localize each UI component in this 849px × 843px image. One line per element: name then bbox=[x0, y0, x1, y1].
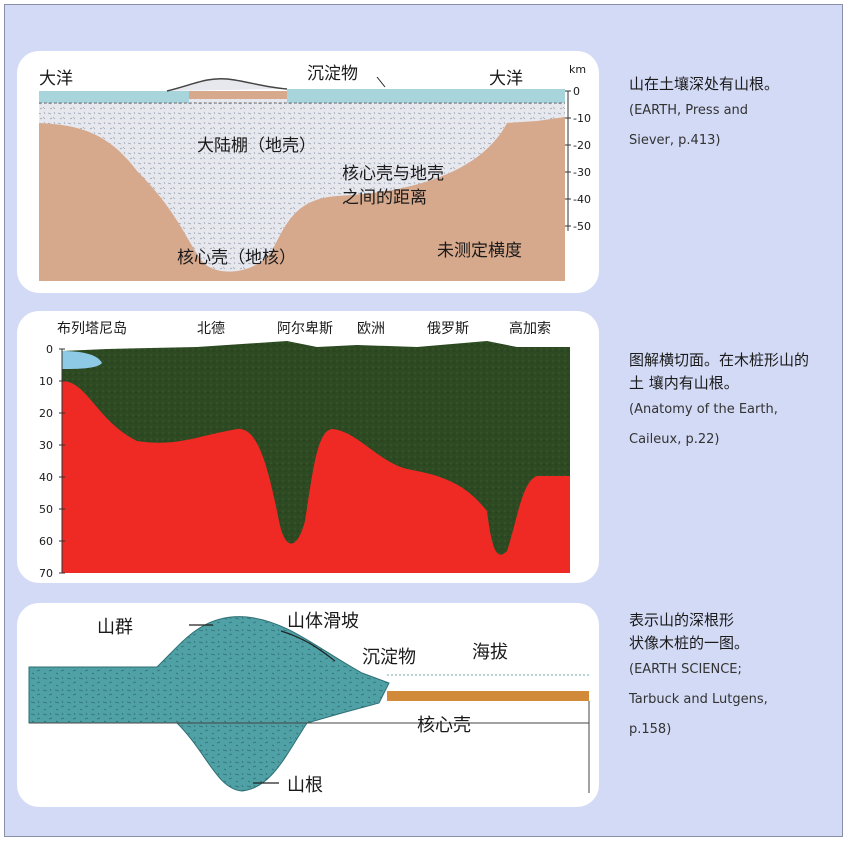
label-crust: 大陆棚（地壳） bbox=[197, 136, 316, 156]
ocean-right bbox=[287, 89, 565, 103]
depth-ticks: 0 10 20 30 40 50 60 70 bbox=[39, 343, 65, 580]
label-sediment: 沉淀物 bbox=[362, 647, 416, 668]
caption-3: 表示山的深根形 状像木桩的一图。 (EARTH SCIENCE; Tarbuck… bbox=[629, 609, 768, 745]
lower-crust bbox=[62, 381, 570, 573]
sediment-pointer bbox=[376, 76, 386, 88]
region-label: 北德 bbox=[197, 321, 225, 337]
label-distance-1: 核心壳与地壳 bbox=[342, 164, 444, 184]
continental-root-svg: 大洋 大洋 沉淀物 大陆棚（地壳） 核心壳与地壳 之间的距离 核心壳（地核） 未… bbox=[39, 63, 591, 281]
caption-3-zh-1: 表示山的深根形 bbox=[629, 611, 735, 629]
region-label: 高加索 bbox=[509, 320, 551, 337]
label-unmeasured: 未测定横度 bbox=[437, 241, 522, 261]
caption-1-en-2: Siever, p.413) bbox=[629, 133, 721, 148]
depth-tick-label: 60 bbox=[39, 535, 53, 548]
figure-frame: 大洋 大洋 沉淀物 大陆棚（地壳） 核心壳与地壳 之间的距离 核心壳（地核） 未… bbox=[4, 4, 843, 837]
scale-tick-label: -10 bbox=[573, 112, 591, 125]
label-altitude: 海拔 bbox=[472, 642, 508, 663]
landslide-arrow bbox=[280, 630, 336, 662]
continental-root-diagram: 大洋 大洋 沉淀物 大陆棚（地壳） 核心壳与地壳 之间的距离 核心壳（地核） 未… bbox=[17, 51, 599, 293]
ocean-left bbox=[39, 91, 189, 103]
region-label: 布列塔尼岛 bbox=[57, 321, 127, 337]
label-sediment: 沉淀物 bbox=[307, 64, 358, 84]
scale-tick-label: -30 bbox=[573, 166, 591, 179]
label-root: 山根 bbox=[287, 775, 323, 796]
depth-tick-label: 20 bbox=[39, 407, 53, 420]
caption-2-zh-1: 图解横切面。在木桩形山的 bbox=[629, 351, 810, 369]
label-core: 核心壳（地核） bbox=[177, 248, 296, 268]
region-label: 俄罗斯 bbox=[427, 321, 469, 337]
scale-tick-label: -20 bbox=[573, 139, 591, 152]
region-labels: 布列塔尼岛 北德 阿尔卑斯 欧洲 俄罗斯 高加索 bbox=[57, 320, 551, 337]
label-core: 核心壳 bbox=[417, 715, 471, 736]
region-label: 阿尔卑斯 bbox=[277, 320, 333, 337]
caption-1: 山在土壤深处有山根。 (EARTH, Press and Siever, p.4… bbox=[629, 73, 779, 156]
scale-ticks: 0 -10 -20 -30 -40 -50 bbox=[565, 85, 591, 233]
scale-tick-label: 0 bbox=[573, 85, 580, 98]
scale-tick-label: -40 bbox=[573, 193, 591, 206]
depth-tick-label: 50 bbox=[39, 503, 53, 516]
mountain-body bbox=[28, 616, 390, 792]
caption-3-zh-2: 状像木桩的一图。 bbox=[629, 634, 750, 652]
depth-tick-label: 30 bbox=[39, 439, 53, 452]
mountain-root-svg: 山群 山体滑坡 沉淀物 海拔 核心壳 山根 bbox=[28, 611, 590, 796]
caption-2-zh-2: 土 壤内有山根。 bbox=[629, 374, 739, 392]
cross-section-diagram: 0 10 20 30 40 50 60 70 布列塔尼岛 北德 阿尔卑斯 欧洲 俄罗斯 高加索 bbox=[17, 311, 599, 583]
scale-unit: km bbox=[569, 63, 586, 76]
mountain-root-diagram: 山群 山体滑坡 沉淀物 海拔 核心壳 山根 bbox=[17, 603, 599, 807]
caption-2-en-1: (Anatomy of the Earth, bbox=[629, 402, 778, 417]
caption-3-en-2: Tarbuck and Lutgens, bbox=[629, 692, 768, 707]
depth-tick-label: 0 bbox=[46, 343, 53, 356]
caption-3-en-3: p.158) bbox=[629, 722, 672, 737]
caption-2-en-2: Caileux, p.22) bbox=[629, 432, 720, 447]
label-ocean-right: 大洋 bbox=[489, 69, 523, 89]
caption-1-en-1: (EARTH, Press and bbox=[629, 103, 749, 118]
caption-3-en-1: (EARTH SCIENCE; bbox=[629, 662, 742, 677]
label-mountains: 山群 bbox=[97, 617, 133, 638]
region-label: 欧洲 bbox=[357, 321, 385, 337]
core-band bbox=[387, 691, 589, 701]
label-distance-2: 之间的距离 bbox=[342, 188, 427, 208]
label-ocean-left: 大洋 bbox=[39, 69, 73, 89]
cross-section-svg: 0 10 20 30 40 50 60 70 布列塔尼岛 北德 阿尔卑斯 欧洲 俄罗斯 高加索 bbox=[39, 320, 570, 580]
scale-tick-label: -50 bbox=[573, 220, 591, 233]
depth-tick-label: 10 bbox=[39, 375, 53, 388]
sea-patch bbox=[62, 351, 102, 369]
label-landslide: 山体滑坡 bbox=[287, 611, 359, 632]
caption-2: 图解横切面。在木桩形山的 土 壤内有山根。 (Anatomy of the Ea… bbox=[629, 349, 809, 455]
depth-tick-label: 70 bbox=[39, 567, 53, 580]
crust-texture bbox=[39, 99, 565, 272]
depth-tick-label: 40 bbox=[39, 471, 53, 484]
continent-surface bbox=[166, 77, 288, 92]
caption-1-zh: 山在土壤深处有山根。 bbox=[629, 75, 780, 93]
